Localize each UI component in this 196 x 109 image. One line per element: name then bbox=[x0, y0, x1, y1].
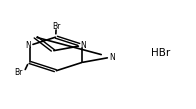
Text: N: N bbox=[80, 41, 86, 50]
Text: N: N bbox=[25, 41, 31, 50]
Text: HBr: HBr bbox=[151, 48, 170, 58]
Text: N: N bbox=[109, 53, 115, 62]
Text: Br: Br bbox=[15, 68, 23, 77]
Text: Br: Br bbox=[52, 22, 61, 31]
